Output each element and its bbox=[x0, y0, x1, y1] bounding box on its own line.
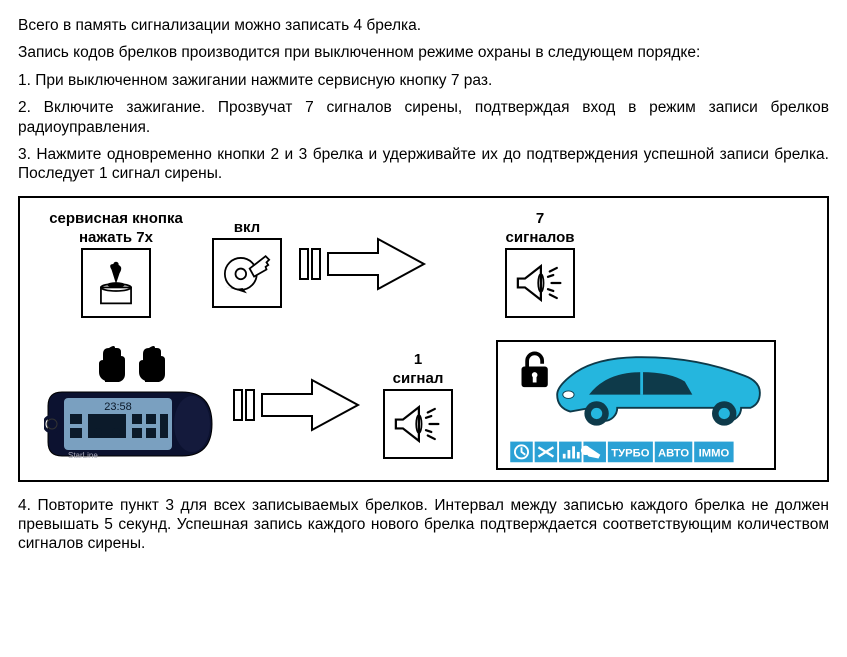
svg-text:IMMO: IMMO bbox=[699, 447, 730, 459]
label-ignition-on: вкл bbox=[234, 219, 260, 236]
icon-siren-7 bbox=[505, 248, 575, 318]
icon-siren-1 bbox=[383, 389, 453, 459]
paragraph-4: 2. Включите зажигание. Прозвучат 7 сигна… bbox=[18, 98, 829, 137]
arrow-icon-2 bbox=[232, 376, 362, 434]
svg-text:ТУРБО: ТУРБО bbox=[611, 447, 649, 459]
diagram-row-1: сервисная кнопка нажать 7х вкл bbox=[36, 210, 811, 318]
icon-service-button bbox=[81, 248, 151, 318]
remote-fob-icon: 23:58 StarLine bbox=[44, 384, 219, 464]
diagram-row-2: 23:58 StarLine bbox=[36, 340, 811, 470]
paragraph-1: Всего в память сигнализации можно записа… bbox=[18, 16, 829, 35]
lcd-display-frame: ТУРБО АВТО IMMO bbox=[496, 340, 776, 470]
label-siren1-1: 1 bbox=[414, 351, 422, 368]
label-siren7-1: 7 bbox=[536, 210, 544, 227]
svg-text:АВТО: АВТО bbox=[658, 447, 689, 459]
paragraph-3: 1. При выключенном зажигании нажмите сер… bbox=[18, 71, 829, 90]
icon-ignition-key bbox=[212, 238, 282, 308]
svg-text:23:58: 23:58 bbox=[104, 401, 132, 413]
paragraph-2: Запись кодов брелков производится при вы… bbox=[18, 43, 829, 62]
paragraph-5: 3. Нажмите одновременно кнопки 2 и 3 бре… bbox=[18, 145, 829, 184]
svg-text:StarLine: StarLine bbox=[68, 451, 98, 460]
pointing-hands-icon bbox=[91, 346, 171, 384]
diagram-frame: сервисная кнопка нажать 7х вкл bbox=[18, 196, 829, 482]
paragraph-6: 4. Повторите пункт 3 для всех записываем… bbox=[18, 496, 829, 554]
label-service-button-2: нажать 7х bbox=[79, 229, 153, 246]
label-siren1-2: сигнал bbox=[393, 370, 444, 387]
label-service-button-1: сервисная кнопка bbox=[49, 210, 183, 227]
label-siren7-2: сигналов bbox=[506, 229, 575, 246]
arrow-icon-1 bbox=[298, 235, 428, 293]
